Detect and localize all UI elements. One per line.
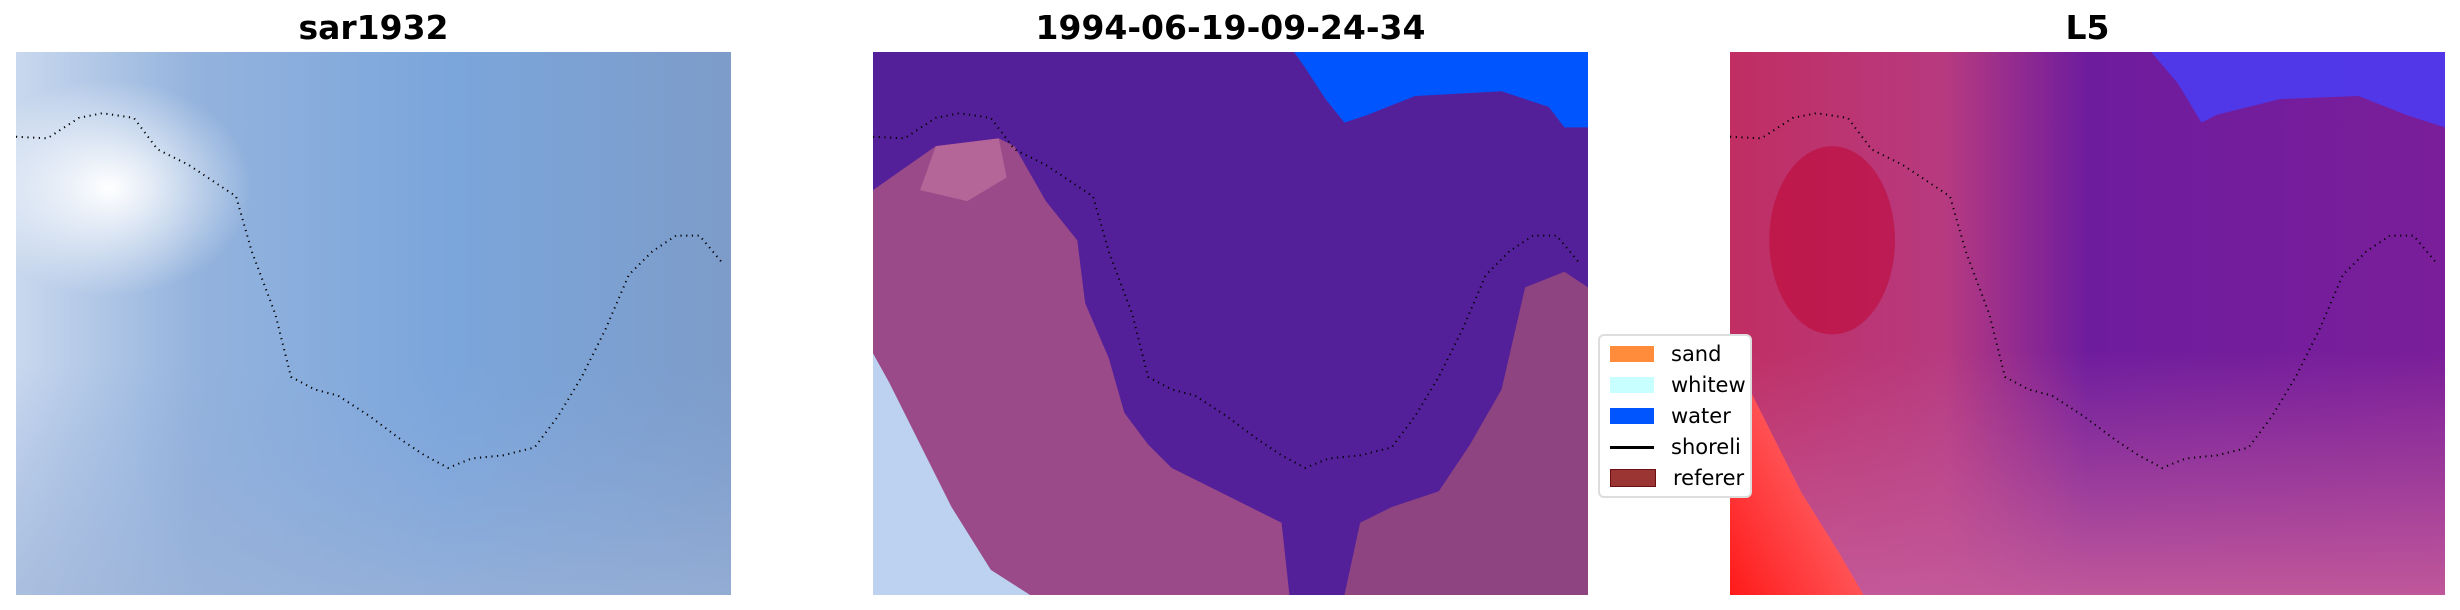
water-swatch: [1610, 408, 1654, 424]
panel-title-l5: L5: [2065, 8, 2110, 47]
legend-label: whitew: [1671, 373, 1746, 397]
shoreline-line-swatch: [1610, 445, 1654, 449]
legend-item-whitewater: whitew: [1610, 373, 1746, 397]
sand-swatch: [1610, 346, 1654, 362]
shoreline-dotted: [873, 113, 1580, 468]
legend-item-sand: sand: [1610, 342, 1721, 366]
l5-blue-water: [2151, 52, 2445, 128]
reference-swatch: [1610, 469, 1656, 487]
l5-lower-band: [1730, 350, 2445, 595]
shoreline-dotted: [1730, 113, 2437, 468]
l5-red-shore: [1730, 350, 1864, 595]
panel-title-sar: sar1932: [298, 8, 449, 47]
sar-image-panel: [16, 52, 731, 595]
class-land-right: [1344, 271, 1588, 595]
legend-label: shoreli: [1671, 435, 1741, 459]
class-water: [1294, 52, 1588, 128]
legend-label: water: [1671, 404, 1731, 428]
legend-item-reference: referer: [1610, 466, 1744, 490]
legend-label: referer: [1673, 466, 1745, 490]
sar-bright-patch: [16, 52, 731, 595]
class-whitewater: [873, 353, 1031, 595]
classification-panel: [873, 52, 1588, 595]
legend: sand whitew water shoreli referer: [1598, 334, 1752, 498]
shoreline-dotted: [16, 113, 723, 468]
class-land-left: [873, 138, 1290, 595]
legend-label: sand: [1671, 342, 1722, 366]
l5-image-panel: [1730, 52, 2445, 595]
legend-item-water: water: [1610, 404, 1731, 428]
class-land-peak: [920, 138, 1007, 202]
l5-dark-red: [1769, 146, 1895, 335]
legend-item-shoreline: shoreli: [1610, 435, 1741, 459]
whitewater-swatch: [1610, 377, 1654, 393]
panel-title-date: 1994-06-19-09-24-34: [1035, 8, 1426, 47]
